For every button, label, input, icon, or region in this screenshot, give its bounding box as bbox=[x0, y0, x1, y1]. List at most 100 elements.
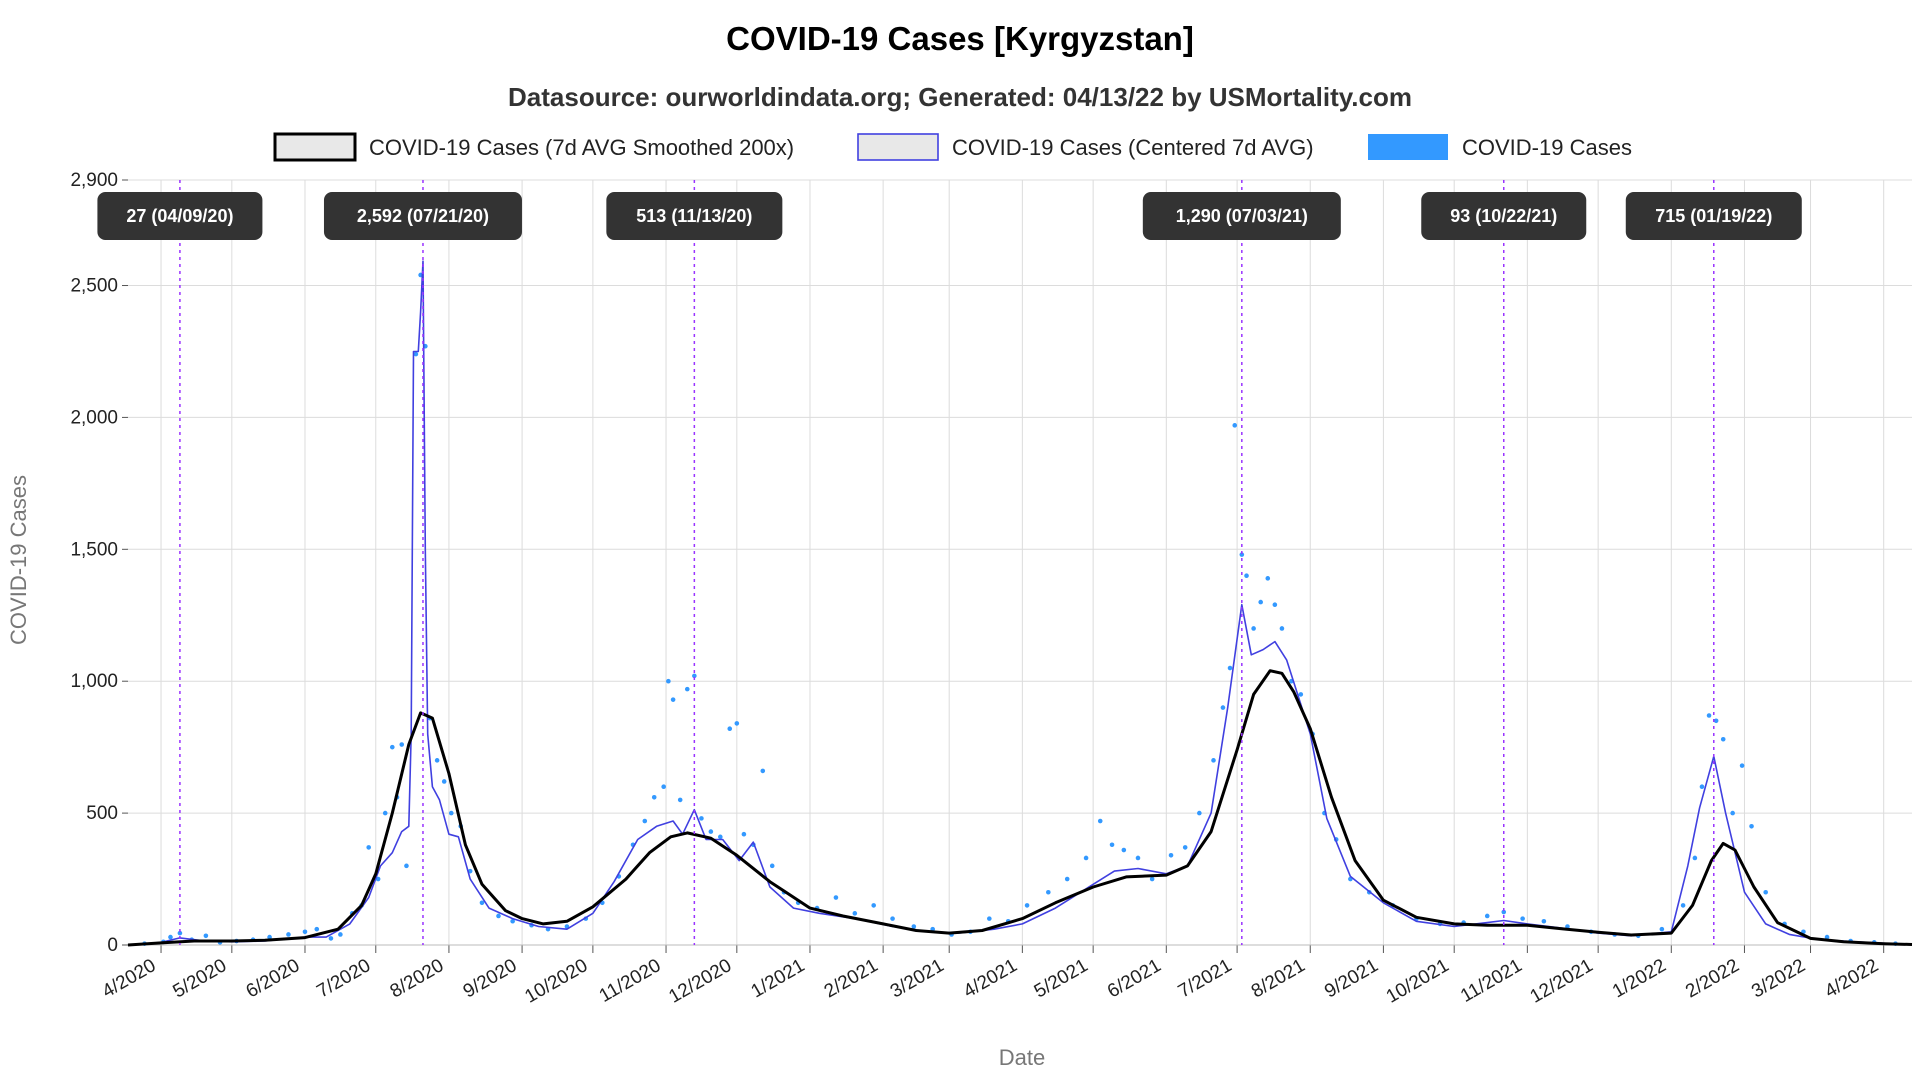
data-point bbox=[684, 686, 690, 692]
annotation-label: 27 (04/09/20) bbox=[126, 206, 233, 226]
y-tick-label: 1,000 bbox=[70, 671, 118, 692]
data-point bbox=[203, 933, 209, 939]
x-tick-label: 3/2021 bbox=[887, 955, 948, 1002]
x-tick-label: 10/2021 bbox=[1383, 955, 1453, 1008]
annotation: 1,290 (07/03/21) bbox=[1142, 180, 1341, 945]
chart-title: COVID-19 Cases [Kyrgyzstan] bbox=[726, 20, 1194, 57]
x-tick-label: 1/2022 bbox=[1609, 955, 1670, 1002]
x-tick-label: 5/2020 bbox=[169, 955, 230, 1002]
y-tick-label: 1,500 bbox=[70, 539, 118, 560]
data-point bbox=[168, 934, 173, 940]
data-point bbox=[642, 818, 648, 824]
data-point bbox=[741, 831, 747, 837]
data-point bbox=[366, 845, 371, 850]
data-point bbox=[1109, 842, 1115, 848]
annotation-label: 1,290 (07/03/21) bbox=[1176, 206, 1308, 226]
x-tick-label: 12/2021 bbox=[1527, 955, 1597, 1008]
data-point bbox=[1244, 573, 1249, 578]
y-axis: 0 500 1,000 1,500 2,000 2,500 2,900 bbox=[70, 170, 128, 956]
y-tick-label: 2,900 bbox=[70, 170, 118, 191]
data-point bbox=[1699, 784, 1705, 790]
data-point bbox=[1501, 909, 1507, 915]
x-tick-label: 4/2021 bbox=[960, 955, 1021, 1002]
data-point bbox=[1265, 576, 1271, 581]
data-point bbox=[1227, 665, 1233, 671]
annotation-label: 2,592 (07/21/20) bbox=[357, 206, 489, 226]
y-tick-label: 2,000 bbox=[70, 407, 118, 428]
data-point bbox=[1182, 845, 1188, 850]
data-point bbox=[1239, 552, 1245, 557]
data-point bbox=[1520, 916, 1525, 921]
data-point bbox=[1251, 626, 1256, 631]
legend-item-covid-19-cases: COVID-19 Cases bbox=[1368, 134, 1632, 160]
data-point bbox=[328, 936, 334, 941]
data-point bbox=[890, 916, 895, 921]
data-point bbox=[1739, 763, 1745, 768]
data-point bbox=[1258, 599, 1263, 605]
annotation: 2,592 (07/21/20) bbox=[323, 180, 522, 945]
data-point bbox=[1149, 876, 1155, 882]
y-axis-title: COVID-19 Cases bbox=[6, 475, 31, 645]
data-point bbox=[375, 876, 381, 882]
legend-label: COVID-19 Cases (7d AVG Smoothed 200x) bbox=[369, 135, 794, 160]
x-tick-label: 4/2020 bbox=[99, 955, 160, 1002]
data-point bbox=[314, 926, 320, 932]
legend-label: COVID-19 Cases bbox=[1462, 135, 1632, 160]
x-axis-title: Date bbox=[999, 1045, 1045, 1070]
data-point bbox=[1135, 855, 1141, 861]
data-point bbox=[1220, 705, 1226, 710]
x-tick-label: 8/2021 bbox=[1248, 955, 1309, 1002]
data-point bbox=[177, 930, 183, 936]
data-point bbox=[479, 900, 485, 906]
annotation-box bbox=[1142, 192, 1341, 240]
data-point bbox=[399, 742, 405, 747]
data-point bbox=[760, 768, 766, 774]
data-point bbox=[1659, 926, 1665, 932]
data-point bbox=[651, 794, 657, 800]
series-line bbox=[127, 669, 1913, 947]
data-point bbox=[1232, 423, 1238, 428]
data-point bbox=[871, 903, 876, 908]
annotation: 715 (01/19/22) bbox=[1625, 180, 1802, 945]
annotation-box bbox=[1421, 192, 1587, 240]
series-covid-19-cases-centered-7d-avg bbox=[127, 260, 1913, 946]
data-point bbox=[1763, 889, 1768, 895]
data-point bbox=[448, 810, 454, 816]
data-point bbox=[727, 726, 733, 731]
data-point bbox=[1713, 718, 1719, 724]
x-tick-label: 3/2022 bbox=[1748, 955, 1809, 1002]
data-point bbox=[510, 918, 515, 924]
annotation-layer: 27 (04/09/20) 2,592 (07/21/20) 513 (11/13/… bbox=[97, 180, 1802, 945]
data-point bbox=[708, 829, 714, 834]
legend-item-covid-19-cases-centered-7d-avg: COVID-19 Cases (Centered 7d AVG) bbox=[857, 133, 1314, 161]
data-point bbox=[1824, 934, 1830, 940]
legend-swatch bbox=[273, 132, 357, 162]
data-point bbox=[302, 929, 308, 935]
annotation-box bbox=[97, 192, 263, 240]
data-point bbox=[677, 797, 683, 803]
chart-subtitle: Datasource: ourworldindata.org; Generate… bbox=[508, 82, 1412, 112]
data-point bbox=[496, 913, 501, 919]
data-point bbox=[987, 916, 992, 921]
data-point bbox=[1121, 847, 1127, 853]
data-point bbox=[1168, 853, 1174, 858]
data-point bbox=[699, 816, 704, 821]
data-point bbox=[1298, 692, 1304, 697]
data-point bbox=[911, 924, 917, 929]
legend-swatch bbox=[857, 133, 939, 161]
annotation-box bbox=[606, 192, 783, 240]
legend-label: COVID-19 Cases (Centered 7d AVG) bbox=[952, 135, 1314, 160]
annotation-label: 715 (01/19/22) bbox=[1655, 206, 1772, 226]
data-point bbox=[1097, 818, 1103, 824]
series-line bbox=[127, 260, 1913, 946]
data-point bbox=[852, 911, 858, 916]
data-point bbox=[1680, 903, 1686, 908]
annotation-label: 513 (11/13/20) bbox=[636, 206, 752, 226]
x-tick-label: 12/2020 bbox=[665, 955, 735, 1008]
y-tick-label: 2,500 bbox=[70, 276, 118, 297]
data-point bbox=[666, 678, 671, 684]
series-covid-19-cases-7d-avg-smoothed-200x bbox=[127, 669, 1913, 947]
data-point bbox=[1272, 602, 1278, 608]
data-point bbox=[389, 744, 395, 750]
data-point bbox=[1720, 736, 1726, 742]
